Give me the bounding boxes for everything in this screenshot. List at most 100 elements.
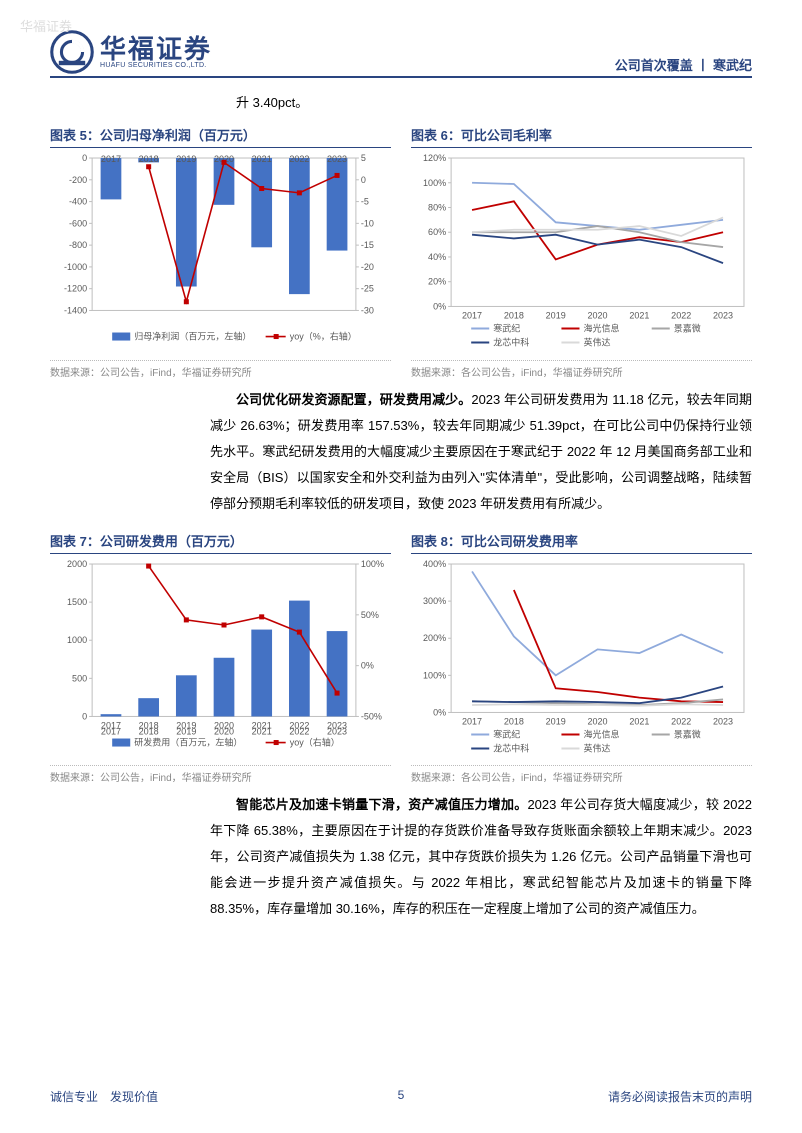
svg-text:0: 0 — [82, 711, 87, 721]
chart6-source: 数据来源：各公司公告，iFind，华福证券研究所 — [411, 360, 752, 379]
svg-text:5: 5 — [361, 153, 366, 163]
chart8-box: 图表 8：可比公司研发费用率 0% 100% 200% 300% 400% 2017 201… — [411, 531, 752, 785]
chart7-box: 图表 7：公司研发费用（百万元） 0500100015002000-50%0%5… — [50, 531, 391, 785]
svg-text:-400: -400 — [69, 197, 87, 207]
svg-text:0: 0 — [361, 175, 366, 185]
svg-text:2000: 2000 — [67, 559, 87, 569]
svg-text:0%: 0% — [361, 660, 374, 670]
svg-text:yoy（%，右轴）: yoy（%，右轴） — [290, 331, 357, 342]
svg-text:寒武纪: 寒武纪 — [493, 323, 520, 334]
svg-text:100%: 100% — [361, 559, 384, 569]
chart-row-2: 图表 7：公司研发费用（百万元） 0500100015002000-50%0%5… — [50, 531, 752, 785]
header: 华福证券 HUAFU SECURITIES CO.,LTD. 公司首次覆盖 丨 … — [50, 30, 752, 78]
svg-text:2023: 2023 — [713, 310, 733, 320]
svg-text:2023: 2023 — [713, 716, 733, 726]
svg-text:-800: -800 — [69, 240, 87, 250]
chart5-svg: -1400-1200-1000-800-600-400-2000-30-25-2… — [50, 152, 391, 353]
para2-bold: 智能芯片及加速卡销量下滑，资产减值压力增加。 — [236, 797, 527, 812]
svg-text:-15: -15 — [361, 240, 374, 250]
svg-text:2021: 2021 — [252, 720, 272, 730]
svg-text:研发费用（百万元，左轴）: 研发费用（百万元，左轴） — [134, 736, 242, 747]
logo-text-en: HUAFU SECURITIES CO.,LTD. — [100, 62, 212, 69]
svg-text:0: 0 — [82, 153, 87, 163]
chart6-title: 图表 6：可比公司毛利率 — [411, 125, 752, 148]
svg-text:2023: 2023 — [327, 720, 347, 730]
svg-text:龙芯中科: 龙芯中科 — [493, 742, 529, 753]
footer-page: 5 — [398, 1088, 405, 1102]
svg-text:2019: 2019 — [176, 720, 196, 730]
svg-text:2022: 2022 — [671, 716, 691, 726]
svg-text:120%: 120% — [423, 153, 446, 163]
svg-text:2017: 2017 — [101, 720, 121, 730]
svg-text:海光信息: 海光信息 — [584, 728, 620, 739]
svg-text:寒武纪: 寒武纪 — [493, 728, 520, 739]
svg-text:1500: 1500 — [67, 597, 87, 607]
chart5-title: 图表 5：公司归母净利润（百万元） — [50, 125, 391, 148]
svg-text:-25: -25 — [361, 284, 374, 294]
svg-text:2021: 2021 — [252, 154, 272, 164]
para2: 智能芯片及加速卡销量下滑，资产减值压力增加。2023 年公司存货大幅度减少，较 … — [210, 792, 752, 922]
chart7-svg: 0500100015002000-50%0%50%100%20172018201… — [50, 558, 391, 759]
svg-text:-200: -200 — [69, 175, 87, 185]
svg-text:-1400: -1400 — [64, 305, 87, 315]
svg-text:2018: 2018 — [139, 154, 159, 164]
watermark: 华福证券 — [20, 16, 72, 35]
svg-text:2018: 2018 — [504, 310, 524, 320]
svg-text:500: 500 — [72, 673, 87, 683]
chart5-source: 数据来源：公司公告，iFind，华福证券研究所 — [50, 360, 391, 379]
top-line: 升 3.40pct。 — [210, 92, 752, 111]
para1-bold: 公司优化研发资源配置，研发费用减少。 — [236, 392, 471, 407]
chart5-box: 图表 5：公司归母净利润（百万元） -1400-1200-1000-800-60… — [50, 125, 391, 379]
svg-text:龙芯中科: 龙芯中科 — [493, 337, 529, 348]
svg-text:-10: -10 — [361, 218, 374, 228]
svg-text:300%: 300% — [423, 596, 446, 606]
svg-text:100%: 100% — [423, 670, 446, 680]
svg-text:2020: 2020 — [214, 720, 234, 730]
svg-text:50%: 50% — [361, 609, 379, 619]
svg-text:400%: 400% — [423, 559, 446, 569]
svg-text:60%: 60% — [428, 227, 446, 237]
svg-text:-1000: -1000 — [64, 262, 87, 272]
huafu-logo-icon — [50, 30, 94, 74]
svg-text:2023: 2023 — [327, 154, 347, 164]
svg-text:yoy（右轴）: yoy（右轴） — [290, 736, 340, 747]
chart6-svg: 0%20%40%60%80%100%120%201720182019202020… — [411, 152, 752, 353]
svg-text:-5: -5 — [361, 197, 369, 207]
svg-text:2019: 2019 — [176, 154, 196, 164]
svg-text:2018: 2018 — [139, 720, 159, 730]
svg-text:2021: 2021 — [629, 310, 649, 320]
svg-text:0%: 0% — [433, 707, 446, 717]
chart7-source: 数据来源：公司公告，iFind，华福证券研究所 — [50, 765, 391, 784]
svg-text:2020: 2020 — [588, 310, 608, 320]
svg-text:-600: -600 — [69, 218, 87, 228]
svg-text:100%: 100% — [423, 178, 446, 188]
svg-text:景嘉微: 景嘉微 — [674, 323, 701, 334]
svg-text:2017: 2017 — [462, 716, 482, 726]
footer-left: 诚信专业 发现价值 — [50, 1088, 158, 1105]
logo-text-cn: 华福证券 — [100, 36, 212, 62]
svg-text:2020: 2020 — [588, 716, 608, 726]
svg-text:2022: 2022 — [289, 720, 309, 730]
svg-text:-1200: -1200 — [64, 284, 87, 294]
svg-text:2017: 2017 — [462, 310, 482, 320]
svg-text:40%: 40% — [428, 252, 446, 262]
svg-text:英伟达: 英伟达 — [584, 742, 611, 753]
svg-text:英伟达: 英伟达 — [584, 337, 611, 348]
chart8-title: 图表 8：可比公司研发费用率 — [411, 531, 752, 554]
svg-text:-50%: -50% — [361, 711, 382, 721]
para1: 公司优化研发资源配置，研发费用减少。2023 年公司研发费用为 11.18 亿元… — [210, 387, 752, 517]
page: 华福证券 华福证券 HUAFU SECURITIES CO.,LTD. 公司首次… — [0, 0, 802, 1133]
svg-text:0%: 0% — [433, 301, 446, 311]
footer-right: 请务必阅读报告末页的声明 — [608, 1088, 752, 1105]
footer: 诚信专业 发现价值 5 请务必阅读报告末页的声明 — [50, 1088, 752, 1105]
svg-text:海光信息: 海光信息 — [584, 323, 620, 334]
svg-text:2022: 2022 — [671, 310, 691, 320]
para1-text: 2023 年公司研发费用为 11.18 亿元，较去年同期减少 26.63%；研发… — [210, 392, 752, 511]
svg-text:2019: 2019 — [546, 716, 566, 726]
svg-text:2018: 2018 — [504, 716, 524, 726]
svg-text:80%: 80% — [428, 203, 446, 213]
logo: 华福证券 HUAFU SECURITIES CO.,LTD. — [50, 30, 212, 74]
svg-text:2021: 2021 — [629, 716, 649, 726]
svg-text:200%: 200% — [423, 633, 446, 643]
svg-text:-30: -30 — [361, 305, 374, 315]
